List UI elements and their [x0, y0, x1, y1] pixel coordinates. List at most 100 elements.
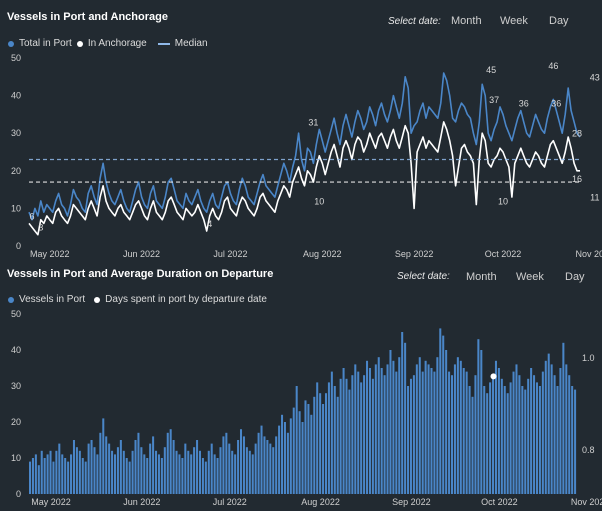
panel1-week-button[interactable]: Week	[500, 15, 528, 27]
bar	[492, 375, 495, 494]
bar	[198, 450, 201, 494]
bar	[307, 404, 310, 494]
bar	[257, 432, 260, 494]
x-tick-label: Jun 2022	[123, 249, 160, 259]
bar	[480, 350, 483, 494]
bar	[436, 357, 439, 494]
panel2-week-button[interactable]: Week	[516, 271, 544, 283]
bar	[322, 404, 325, 494]
y-tick-label: 40	[11, 91, 21, 101]
bar-chart-vessels-in-port-and-duration: 0 10 20 30 40 50 May 2022 Jun 2022 Jul 2022 Aug 2…	[11, 309, 602, 507]
bar	[64, 458, 67, 494]
line-chart-vessels-in-port-and-anchorage: 0 10 20 30 40 50 May 2022 Jun 2022 Jul 2022 Aug 2…	[11, 53, 602, 259]
bar	[193, 447, 196, 494]
bar	[254, 443, 257, 494]
bar	[512, 371, 515, 494]
bar	[283, 422, 286, 494]
bar	[81, 458, 84, 494]
bar	[342, 368, 345, 494]
y-tick-label: 40	[11, 345, 21, 355]
bar	[286, 432, 289, 494]
panel2-day-button[interactable]: Day	[565, 271, 585, 283]
bar	[465, 371, 468, 494]
bar	[333, 386, 336, 494]
bar	[184, 443, 187, 494]
bar	[409, 378, 412, 494]
bar	[459, 360, 462, 494]
bar	[527, 378, 530, 494]
data-label: 16	[572, 174, 582, 184]
bar	[427, 364, 430, 494]
bar	[113, 454, 117, 494]
bar	[239, 429, 243, 494]
bar	[565, 364, 568, 494]
bar	[541, 371, 544, 494]
legend-in-anchorage-marker	[76, 40, 83, 47]
bar	[260, 425, 263, 494]
data-label: 10	[314, 196, 324, 206]
bar	[234, 454, 237, 494]
bar	[172, 440, 175, 494]
y-tick-label: 30	[11, 128, 21, 138]
bar	[152, 436, 155, 494]
bar	[108, 443, 111, 494]
bar	[395, 371, 398, 494]
bar	[178, 454, 181, 494]
bar	[87, 443, 90, 494]
bar	[119, 440, 122, 494]
bar	[506, 393, 509, 494]
y-tick-label: 30	[11, 381, 21, 391]
bar	[116, 447, 119, 494]
bar	[72, 440, 75, 494]
bar	[453, 364, 456, 494]
bar	[55, 450, 58, 494]
bar	[503, 386, 506, 494]
bar	[248, 450, 251, 494]
bar	[222, 436, 225, 494]
bar	[556, 386, 559, 494]
y-tick-label: 50	[11, 53, 21, 63]
bar	[559, 368, 562, 494]
bar	[336, 396, 339, 494]
panel2-select-date-label: Select date:	[397, 271, 450, 282]
panel1-day-button[interactable]: Day	[549, 15, 569, 27]
bar	[515, 364, 518, 494]
bar	[99, 432, 102, 494]
legend-total-in-port-label: Total in Port	[19, 38, 72, 49]
x-tick-label: Oct 2022	[481, 497, 518, 507]
bar	[155, 450, 158, 494]
bar	[272, 447, 275, 494]
bar	[468, 386, 471, 494]
x-tick-label: Sep 2022	[392, 497, 431, 507]
bar	[278, 425, 281, 494]
series-line-in-anchorage	[28, 121, 580, 236]
bar	[550, 364, 553, 494]
bar	[494, 360, 497, 494]
data-label: 37	[489, 95, 499, 105]
bar	[190, 454, 193, 494]
y2-tick-label: 1.0	[582, 353, 595, 363]
bar	[530, 368, 533, 494]
bar	[521, 386, 524, 494]
bar	[207, 450, 210, 494]
x-tick-label: Sep 2022	[395, 249, 434, 259]
data-label: 31	[308, 117, 318, 127]
bar	[225, 432, 228, 494]
x-tick-label: May 2022	[30, 249, 70, 259]
bar	[204, 461, 207, 494]
bar	[196, 440, 199, 494]
bar	[58, 443, 61, 494]
bar	[187, 450, 190, 494]
data-label: 11	[590, 193, 599, 203]
bar	[368, 368, 371, 494]
bar	[324, 393, 328, 494]
data-label: 45	[486, 65, 496, 75]
bar	[169, 429, 172, 494]
bar	[52, 461, 55, 494]
bar	[242, 436, 245, 494]
bar	[386, 364, 389, 494]
panel1-month-button[interactable]: Month	[451, 15, 482, 27]
panel2-month-button[interactable]: Month	[466, 271, 497, 283]
bar	[175, 450, 178, 494]
legend-median-marker	[157, 42, 170, 45]
